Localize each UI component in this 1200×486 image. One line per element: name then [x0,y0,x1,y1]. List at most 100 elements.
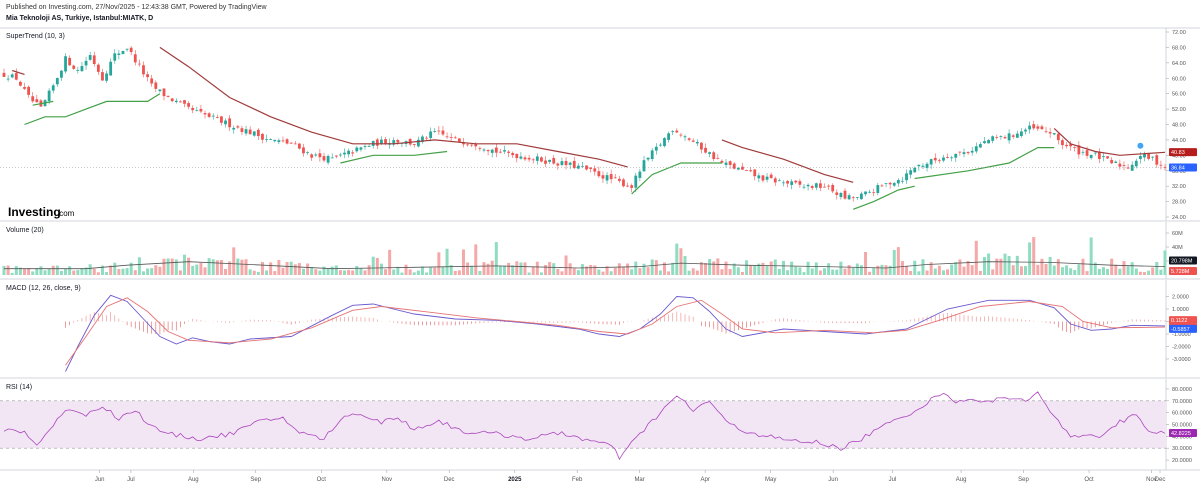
candle-body [68,57,72,66]
volume-bar [474,244,478,275]
candle-body [133,54,137,63]
candle-body [1147,153,1150,159]
volume-bar [937,265,941,275]
candle-body [363,146,367,147]
y-tick-label: 24.00 [1172,215,1186,221]
candle-body [326,155,330,163]
candle-body [265,139,268,140]
volume-bar [228,261,232,275]
volume-bar [1044,263,1048,275]
candle-body [10,74,14,78]
candle-body [511,152,515,156]
candle-body [1044,131,1048,133]
candle-body [1097,152,1101,159]
candle-body [786,181,789,184]
candle-body [449,137,453,138]
volume-bar [761,262,765,275]
volume-bar [1106,268,1110,275]
alert-marker-icon [1137,142,1144,149]
price-pane[interactable]: SuperTrend (10, 3) 72.00 68.00 64.00 60.00 56… [0,27,1200,222]
volume-bar [59,270,63,275]
volume-bar [552,263,556,275]
supertrend-up-line [24,93,161,126]
candle-body [19,81,22,86]
macd-pane[interactable]: MACD (12, 26, close, 9)2.00001.00000.000… [0,280,1200,379]
candle-body [207,113,211,117]
volume-bar [946,269,950,275]
candle-body [343,152,346,155]
candle-body [35,99,39,103]
candle-body [433,131,437,132]
volume-bar [950,264,954,275]
volume-bar [1069,268,1073,275]
volume-bar [412,272,416,275]
volume-bar [162,258,166,275]
volume-bar [1056,259,1060,275]
volume-bar [806,261,810,275]
candle-body [72,65,76,69]
candle-body [1048,132,1052,134]
volume-bar [482,262,486,275]
volume-bar [256,271,260,275]
candle-body [101,72,104,81]
volume-bar [1114,264,1118,275]
volume-bar [613,267,617,275]
candle-body [474,144,478,147]
time-axis[interactable]: Jun Jul Aug Sep Oct Nov Dec 2025 Feb Mar Apr May Jun… [95,470,1165,483]
candle-body [683,136,687,138]
volume-bar [330,266,334,275]
value-label-badge [1169,324,1197,333]
candle-body [884,183,888,185]
x-tick-label: Feb [572,477,583,483]
candle-body [523,157,527,160]
volume-bar [642,263,646,275]
candle-body [498,151,502,153]
volume-bar [96,272,100,275]
y-tick-label: 60.0000 [1172,411,1192,417]
volume-bar [589,264,593,275]
volume-bar [355,265,359,275]
candle-body [942,157,945,161]
candle-body [831,184,835,192]
candle-body [515,153,519,159]
candle-body [109,61,113,76]
pane-title: Volume (20) [6,227,44,234]
candle-body [1065,144,1068,147]
volume-bar [855,263,859,275]
volume-bar [966,261,970,275]
volume-bar [802,272,806,275]
rsi-pane[interactable]: RSI (14) 80.0000 70.0000 60.0000 50.0000 40.0… [0,379,1200,471]
volume-bar [691,268,695,275]
candle-body [441,130,445,135]
y-tick-label: 70.0000 [1172,399,1192,405]
volume-bar [1060,267,1064,275]
volume-bar [544,264,548,275]
candle-body [334,155,338,157]
candle-body [6,78,10,80]
x-tick-label: 2025 [508,477,522,483]
volume-bar [732,263,736,275]
candle-body [597,171,601,177]
candle-body [966,152,970,154]
candle-body [753,169,757,177]
y-tick-label: 64.00 [1172,61,1186,67]
volume-bar [1097,268,1101,275]
volume-bar [133,270,137,275]
volume-bar [211,259,215,275]
volume-bar [511,265,515,275]
candle-body [802,186,806,188]
candle-body [273,139,277,142]
volume-bar [1065,265,1069,275]
candle-body [384,139,387,144]
candle-body [31,96,35,102]
candle-body [347,150,351,155]
candle-body [355,147,359,152]
candle-body [113,53,117,61]
x-tick-label: Aug [188,477,199,483]
candle-body [1040,126,1044,130]
candle-body [605,175,609,181]
volume-bar [519,262,523,275]
volume-bar [654,260,658,275]
